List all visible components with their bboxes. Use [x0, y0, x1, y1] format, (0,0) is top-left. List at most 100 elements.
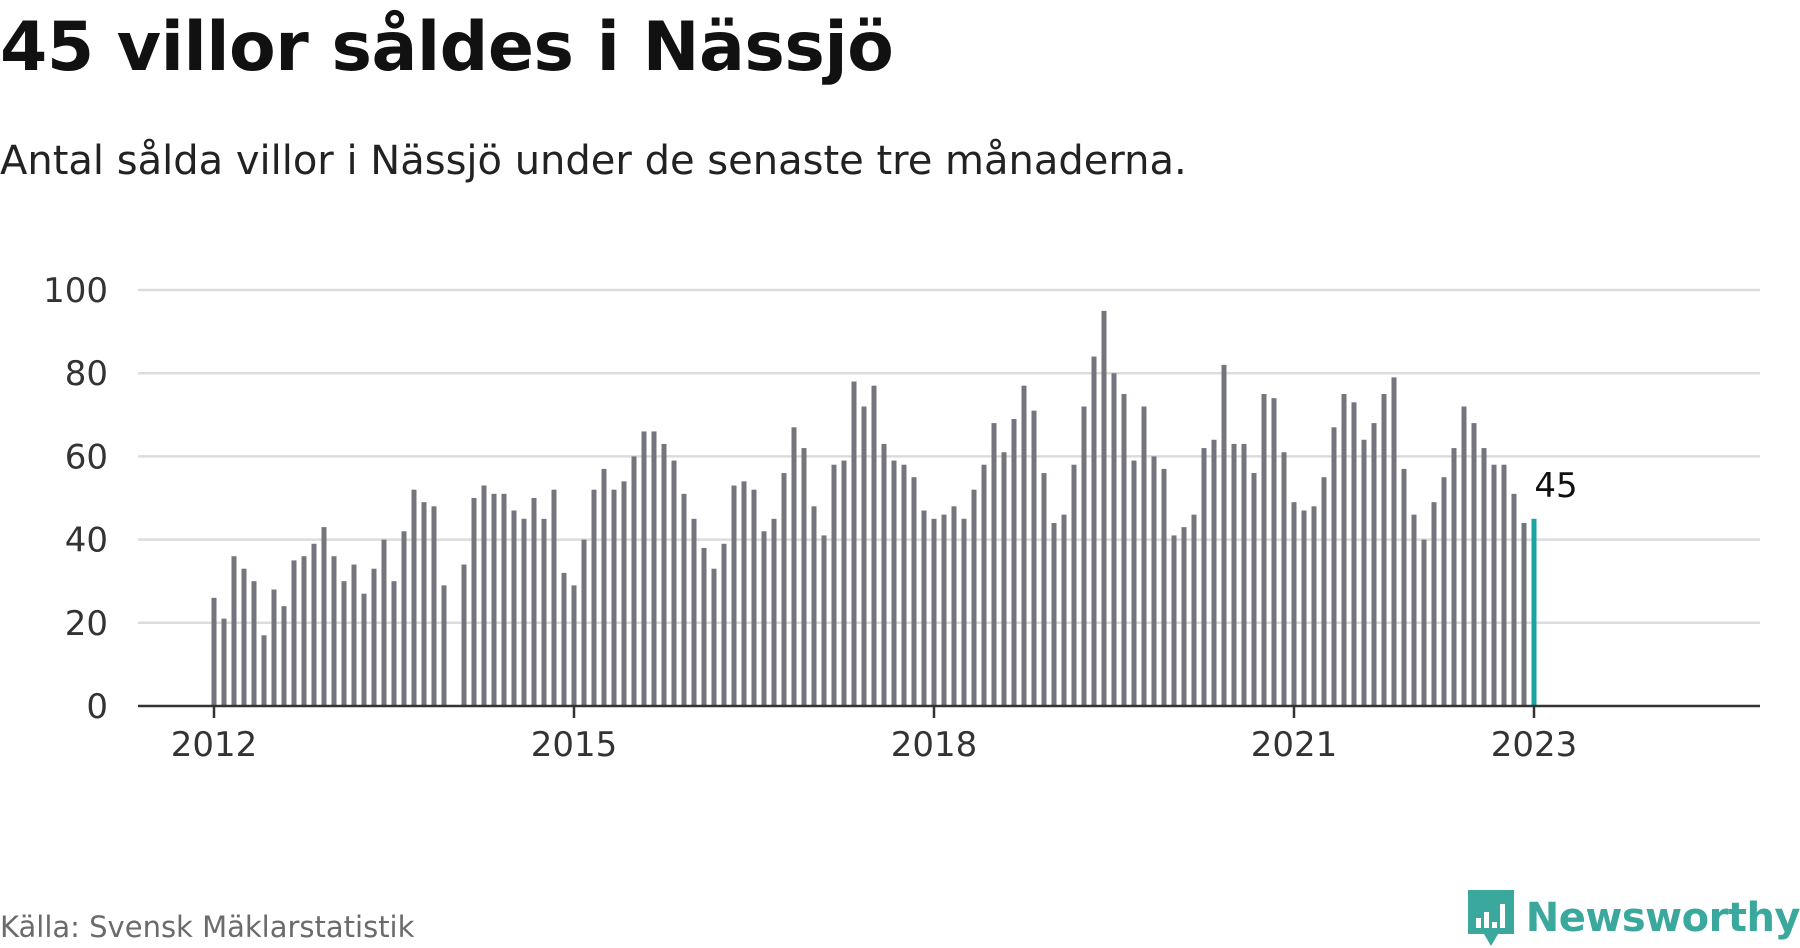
- bar: [771, 518, 777, 706]
- bar: [811, 506, 817, 706]
- brand-logo[interactable]: Newsworthy: [1466, 888, 1800, 948]
- bar-highlight: [1531, 518, 1537, 706]
- bar: [1271, 398, 1277, 706]
- bar: [1391, 377, 1397, 706]
- bar: [501, 493, 507, 706]
- bar: [1251, 473, 1257, 706]
- bar: [401, 531, 407, 706]
- bar: [841, 460, 847, 706]
- bar: [1121, 394, 1127, 706]
- x-tick-label: 2018: [891, 725, 978, 760]
- bar: [1351, 402, 1357, 706]
- bar: [861, 406, 867, 706]
- chart-subtitle: Antal sålda villor i Nässjö under de sen…: [0, 138, 1187, 184]
- y-tick-label: 100: [43, 271, 108, 311]
- bar: [361, 593, 367, 706]
- bar: [951, 506, 957, 706]
- bar: [311, 543, 317, 706]
- bar: [491, 493, 497, 706]
- bar: [1161, 468, 1167, 706]
- bar: [1441, 477, 1447, 706]
- bar: [541, 518, 547, 706]
- bar: [941, 514, 947, 706]
- bar: [291, 560, 297, 706]
- bar: [1341, 394, 1347, 706]
- bar: [1081, 406, 1087, 706]
- bar: [261, 635, 267, 706]
- bar: [1181, 527, 1187, 706]
- bar: [781, 473, 787, 706]
- bar: [851, 381, 857, 706]
- bar: [621, 481, 627, 706]
- bar: [991, 423, 997, 706]
- bar: [591, 489, 597, 706]
- bar: [891, 460, 897, 706]
- bar: [1261, 394, 1267, 706]
- bar: [791, 427, 797, 706]
- bar: [1101, 310, 1107, 706]
- bar: [1381, 394, 1387, 706]
- bar: [1281, 452, 1287, 706]
- bar: [801, 448, 807, 706]
- bar: [751, 489, 757, 706]
- bar: [481, 485, 487, 706]
- bar: [971, 489, 977, 706]
- bar: [511, 510, 517, 706]
- bar: [641, 431, 647, 706]
- bar: [1061, 514, 1067, 706]
- bar: [581, 539, 587, 706]
- bar: [821, 535, 827, 706]
- x-tick-label: 2015: [531, 725, 618, 760]
- bar: [731, 485, 737, 706]
- x-tick-label: 2021: [1251, 725, 1338, 760]
- bar: [271, 589, 277, 706]
- brand-name: Newsworthy: [1525, 895, 1800, 941]
- bar: [431, 506, 437, 706]
- bar: [761, 531, 767, 706]
- bar: [1321, 477, 1327, 706]
- bar: [1481, 448, 1487, 706]
- bar: [1331, 427, 1337, 706]
- bar: [1111, 373, 1117, 706]
- bar: [921, 510, 927, 706]
- bar: [1451, 448, 1457, 706]
- bar: [571, 585, 577, 706]
- bar: [231, 556, 237, 706]
- bar: [1471, 423, 1477, 706]
- x-tick-label: 2012: [171, 725, 258, 760]
- bar: [741, 481, 747, 706]
- y-tick-label: 80: [65, 354, 108, 394]
- bar: [881, 443, 887, 706]
- bar: [1201, 448, 1207, 706]
- bar: [671, 460, 677, 706]
- bar: [1521, 522, 1527, 706]
- bar: [241, 568, 247, 706]
- bar: [211, 597, 217, 706]
- bar: [1171, 535, 1177, 706]
- bar: [1311, 506, 1317, 706]
- bar: [961, 518, 967, 706]
- bar: [341, 581, 347, 706]
- bar: [1501, 464, 1507, 706]
- newsworthy-logo-icon: [1467, 890, 1514, 946]
- bar: [1001, 452, 1007, 706]
- bar: [411, 489, 417, 706]
- bar: [611, 489, 617, 706]
- bar: [1131, 460, 1137, 706]
- bar: [661, 443, 667, 706]
- bar: [1071, 464, 1077, 706]
- bar: [1491, 464, 1497, 706]
- bar: [911, 477, 917, 706]
- chart-title: 45 villor såldes i Nässjö: [0, 8, 894, 87]
- x-tick-label: 2023: [1491, 725, 1578, 760]
- bar: [1051, 522, 1057, 706]
- bar: [1241, 443, 1247, 706]
- y-tick-label: 40: [65, 521, 108, 561]
- bar: [1031, 410, 1037, 706]
- bar: [981, 464, 987, 706]
- bar: [601, 468, 607, 706]
- bar: [351, 564, 357, 706]
- bar: [1511, 493, 1517, 706]
- bar: [221, 618, 227, 706]
- bar: [301, 556, 307, 706]
